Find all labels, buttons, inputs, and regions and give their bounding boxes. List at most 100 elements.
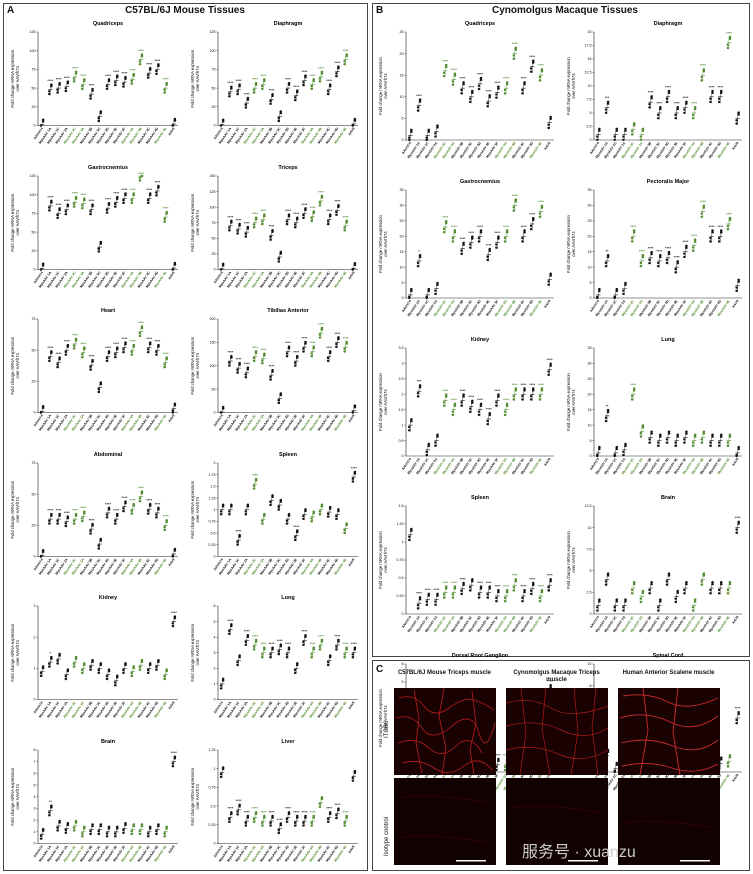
significance-mark: **** bbox=[512, 42, 518, 46]
data-point bbox=[312, 648, 316, 651]
data-point bbox=[157, 822, 160, 826]
data-point bbox=[425, 453, 428, 457]
data-point bbox=[277, 652, 280, 656]
data-point bbox=[271, 493, 274, 497]
data-point bbox=[416, 264, 420, 268]
data-point bbox=[116, 195, 119, 198]
panel-a-box bbox=[3, 3, 368, 871]
data-point bbox=[633, 387, 636, 390]
data-point bbox=[468, 243, 472, 246]
data-point bbox=[312, 510, 316, 513]
data-point bbox=[436, 594, 439, 597]
data-point bbox=[252, 91, 256, 94]
data-point bbox=[42, 118, 45, 121]
data-point bbox=[514, 198, 518, 201]
data-point bbox=[720, 435, 723, 438]
data-point bbox=[230, 87, 233, 90]
data-point bbox=[254, 640, 258, 643]
data-point bbox=[116, 826, 119, 830]
subplot-title: Dorsal Root Ganglion bbox=[452, 653, 509, 659]
data-point bbox=[58, 820, 61, 824]
data-point bbox=[80, 519, 84, 522]
data-point bbox=[604, 419, 608, 423]
data-point bbox=[521, 237, 524, 240]
data-point bbox=[540, 389, 544, 392]
data-point bbox=[497, 235, 500, 238]
data-point bbox=[613, 609, 616, 612]
data-point bbox=[622, 450, 625, 453]
data-point bbox=[337, 336, 340, 339]
data-point bbox=[97, 390, 100, 394]
data-point bbox=[138, 829, 142, 832]
data-point bbox=[149, 826, 152, 830]
data-point bbox=[83, 826, 86, 830]
data-point bbox=[702, 574, 706, 577]
y-tick-label: 1.25 bbox=[397, 522, 404, 526]
data-point bbox=[91, 89, 94, 92]
data-point bbox=[122, 831, 125, 834]
data-point bbox=[105, 84, 109, 88]
y-tick-label: 7.5 bbox=[587, 547, 592, 551]
data-point bbox=[72, 202, 76, 205]
data-point bbox=[497, 237, 500, 240]
data-point bbox=[445, 63, 448, 67]
data-point bbox=[624, 129, 627, 132]
data-point bbox=[130, 201, 133, 204]
data-point bbox=[122, 506, 125, 510]
data-point bbox=[416, 109, 420, 112]
data-point bbox=[460, 249, 463, 252]
data-point bbox=[639, 261, 642, 265]
data-point bbox=[639, 600, 642, 604]
data-point bbox=[97, 544, 100, 547]
data-point bbox=[132, 504, 136, 507]
data-point bbox=[130, 353, 133, 356]
significance-mark: **** bbox=[227, 619, 233, 623]
data-point bbox=[737, 111, 740, 114]
significance-mark: **** bbox=[252, 346, 258, 350]
data-point bbox=[410, 289, 413, 293]
data-point bbox=[326, 359, 330, 363]
data-point bbox=[163, 365, 166, 369]
y-axis-label-line-2: over AAVrh74 bbox=[15, 496, 20, 522]
data-point bbox=[271, 815, 274, 819]
data-point bbox=[650, 250, 653, 254]
data-point bbox=[260, 222, 264, 225]
data-point bbox=[345, 340, 348, 344]
data-point bbox=[271, 370, 274, 373]
data-point bbox=[503, 92, 507, 95]
data-point bbox=[486, 101, 489, 105]
data-point bbox=[683, 592, 686, 595]
data-point bbox=[665, 438, 669, 441]
data-point bbox=[252, 359, 256, 363]
data-point bbox=[337, 806, 340, 810]
data-point bbox=[700, 580, 703, 583]
panel-b-box bbox=[372, 3, 750, 657]
y-tick-label: 125 bbox=[30, 174, 36, 178]
data-point bbox=[99, 381, 103, 384]
data-point bbox=[277, 119, 280, 123]
y-axis-label-line-1: Fold change mRNA expression bbox=[10, 767, 15, 825]
data-point bbox=[107, 506, 111, 509]
x-tick-label: AAVrh74 bbox=[589, 615, 600, 629]
significance-mark: **** bbox=[293, 212, 299, 216]
data-point bbox=[667, 432, 671, 435]
data-point bbox=[279, 821, 283, 825]
data-point bbox=[656, 444, 660, 447]
micrograph-macaque-isotype bbox=[506, 778, 608, 865]
data-point bbox=[523, 229, 526, 232]
data-point bbox=[236, 231, 239, 235]
data-point bbox=[523, 83, 526, 86]
x-tick-label: AAVrh74 bbox=[589, 299, 600, 313]
data-point bbox=[113, 81, 117, 84]
x-tick-label: AAVrh74 bbox=[213, 414, 224, 428]
data-point bbox=[254, 217, 258, 221]
significance-mark: **** bbox=[547, 574, 553, 578]
data-point bbox=[436, 435, 439, 438]
data-point bbox=[506, 229, 509, 232]
significance-mark: **** bbox=[477, 581, 483, 585]
data-point bbox=[506, 231, 509, 234]
data-point bbox=[130, 82, 133, 85]
data-point bbox=[122, 350, 125, 354]
x-tick-label: AAV9 bbox=[731, 299, 739, 309]
